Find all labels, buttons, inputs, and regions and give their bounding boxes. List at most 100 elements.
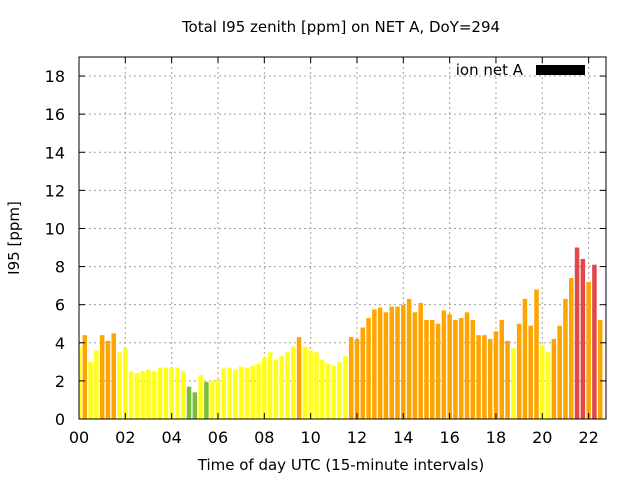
bar [545,352,551,419]
bar [597,319,603,419]
x-tick-label: 04 [161,428,181,447]
legend-swatch [536,65,585,75]
bar [586,281,591,419]
bar [337,361,342,419]
y-tick-label: 12 [45,181,65,200]
bar [470,319,476,419]
bar [99,335,105,419]
bar [435,323,441,419]
bar [511,348,516,419]
y-tick-label: 4 [55,334,65,353]
bar [111,333,117,419]
bar [157,367,163,419]
x-tick-label: 18 [486,428,506,447]
legend-label: ion net A [456,61,524,79]
bar [354,338,360,419]
y-axis-label: I95 [ppm] [5,201,23,275]
x-tick-label: 16 [439,428,459,447]
bar [574,247,580,419]
x-tick-label: 20 [532,428,552,447]
bar [117,352,122,419]
bar [580,258,586,419]
bar [163,367,169,419]
chart-title: Total I95 zenith [ppm] on NET A, DoY=294 [181,18,500,36]
bar [441,310,447,419]
bar [134,373,140,419]
bar [105,340,111,419]
bar [186,386,192,419]
bar [493,331,499,419]
bar [389,306,394,419]
bar [458,318,464,419]
bar [244,367,250,419]
bar [215,378,221,419]
y-tick-label: 8 [55,258,65,277]
y-tick-label: 2 [55,372,65,391]
bar [204,381,209,419]
x-tick-label: 00 [69,428,89,447]
x-axis-label: Time of day UTC (15-minute intervals) [197,456,484,474]
bar [331,365,337,419]
bar [568,278,574,419]
y-tick-label: 16 [45,105,65,124]
bar [516,323,522,419]
bar [505,340,510,419]
bar [487,338,493,419]
bar [325,363,331,419]
x-tick-label: 02 [115,428,135,447]
bar [522,298,528,419]
bar [430,319,435,419]
bar [464,312,470,419]
bar [406,298,412,419]
x-tick-label: 12 [347,428,367,447]
bar [94,350,99,419]
bar [262,358,267,419]
bar [250,365,255,419]
bar [233,369,238,419]
y-tick-labels: 0 2 4 6 8 10 12 14 16 18 [45,67,65,429]
bar [366,318,371,419]
bar [412,312,418,419]
bar [551,338,557,419]
bar [308,350,313,419]
bar [377,307,383,419]
bar [424,319,429,419]
y-tick-label: 6 [55,296,65,315]
x-tick-label: 06 [208,428,228,447]
ticks [78,57,606,420]
bar [175,367,180,419]
bar [557,325,562,419]
bar [343,356,348,419]
bar [180,371,186,419]
bar [482,335,487,419]
bar [476,335,481,419]
bar [209,380,215,419]
bar [227,367,232,419]
bar [453,319,458,419]
bar [169,367,174,419]
bar [198,375,203,419]
bar [401,304,406,419]
plot-frame [78,56,607,420]
bar [540,344,545,419]
bars [79,247,603,419]
bar [592,264,597,419]
bar [238,366,244,419]
x-tick-label: 14 [393,428,413,447]
bar [256,363,261,419]
bar [123,348,128,419]
bar [221,368,227,419]
bar [314,352,319,419]
bar [319,359,325,419]
y-tick-label: 10 [45,219,65,238]
bar [192,392,198,419]
bar [79,346,82,419]
bar [82,335,88,419]
bar [302,346,308,419]
bar [273,359,279,419]
bar [360,327,366,419]
bar [534,289,539,419]
y-tick-label: 18 [45,67,65,86]
bar [152,371,157,419]
x-tick-labels: 00 02 04 06 08 10 12 14 16 18 20 22 [69,428,599,447]
